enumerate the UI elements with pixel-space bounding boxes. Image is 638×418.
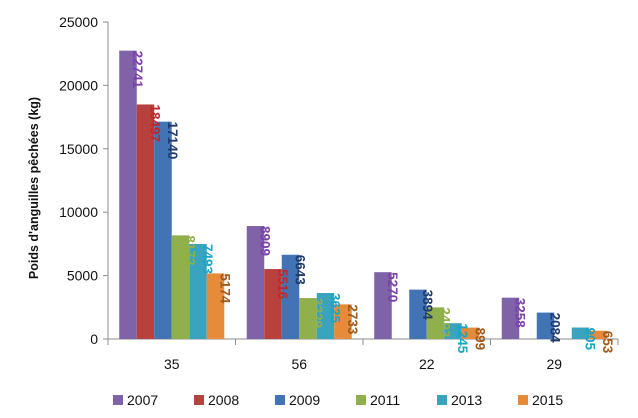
data-label: 5270 — [385, 272, 400, 302]
bar — [136, 104, 155, 339]
bar — [206, 273, 225, 339]
data-label: 2733 — [345, 304, 360, 335]
data-label: 18497 — [148, 104, 163, 142]
data-label: 905 — [583, 328, 598, 351]
bar — [189, 243, 207, 339]
x-tick-label: 29 — [546, 356, 562, 372]
bar — [154, 121, 172, 340]
data-label: 8172 — [183, 235, 198, 265]
data-label: 5516 — [275, 269, 290, 300]
x-tick-label: 56 — [291, 356, 307, 372]
legend-label: 2008 — [208, 392, 239, 408]
bar — [501, 297, 520, 339]
legend-swatch — [113, 395, 123, 405]
bar — [426, 307, 445, 339]
legend-label: 2007 — [127, 392, 158, 408]
y-tick-label: 0 — [90, 331, 98, 347]
bar — [589, 330, 607, 339]
data-label: 5174 — [218, 273, 233, 304]
data-label: 17140 — [165, 122, 180, 160]
bar — [536, 312, 555, 339]
data-label: 6643 — [293, 255, 308, 286]
data-label: 3229 — [310, 298, 325, 328]
bar — [571, 327, 590, 339]
data-label: 653 — [600, 331, 615, 354]
y-tick-label: 25000 — [59, 14, 98, 30]
legend-swatch — [275, 395, 285, 405]
bar — [409, 289, 427, 339]
legend-swatch — [518, 395, 528, 405]
bar — [334, 304, 352, 339]
bar — [281, 254, 300, 339]
data-label: 899 — [473, 328, 488, 351]
legend-swatch — [194, 395, 204, 405]
legend-label: 2013 — [451, 392, 482, 408]
y-tick-label: 20000 — [59, 77, 98, 93]
bar — [444, 323, 462, 339]
x-tick-label: 22 — [419, 356, 435, 372]
bars — [119, 50, 607, 340]
y-axis-label: Poids d'anguilles pêchées (kg) — [27, 97, 41, 279]
data-label: 1245 — [455, 323, 470, 354]
axes: 0 5000 10000 15000 20000 25000 35 56 22 29 — [59, 14, 619, 372]
data-labels: 2274189095270325818497551617140664338942… — [130, 51, 615, 354]
data-label: 2084 — [548, 313, 563, 344]
legend-label: 2015 — [532, 392, 563, 408]
y-tick-label: 10000 — [59, 204, 98, 220]
data-label: 2493 — [438, 307, 453, 338]
data-label: 8909 — [258, 226, 273, 256]
legend-swatch — [356, 395, 366, 405]
bar — [264, 269, 282, 339]
bar — [171, 235, 190, 339]
x-tick-label: 35 — [164, 356, 180, 372]
bar — [461, 327, 480, 339]
bar — [316, 293, 335, 339]
data-label: 7493 — [200, 244, 215, 275]
legend-label: 2011 — [370, 392, 400, 408]
legend-label: 2009 — [289, 392, 320, 408]
bar — [119, 50, 137, 340]
bar — [246, 226, 265, 339]
data-label: 3625 — [328, 293, 343, 324]
data-label: 3894 — [420, 290, 435, 321]
bar — [299, 298, 317, 339]
data-label: 22741 — [130, 51, 145, 89]
legend: 2007 2008 2009 2011 2013 2015 — [113, 392, 563, 408]
data-label: 3258 — [513, 298, 528, 329]
y-tick-label: 5000 — [67, 268, 98, 284]
bar — [374, 272, 392, 339]
legend-swatch — [437, 395, 447, 405]
y-tick-label: 15000 — [59, 141, 98, 157]
